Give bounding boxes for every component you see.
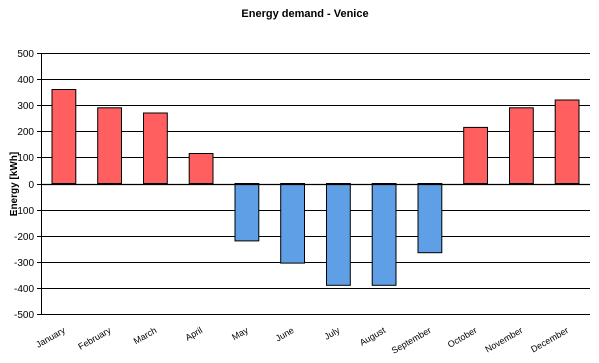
bar-february [97, 107, 122, 184]
category-label: August [358, 325, 388, 348]
category-label: November [483, 325, 524, 354]
y-axis-ticks: 500 400 300 200 100 0 -100 -200 -300 -400 -500 [14, 49, 41, 321]
category-label: September [390, 325, 433, 356]
bar-march [143, 112, 168, 184]
y-tick-label: 0 [28, 180, 34, 191]
y-tick-label: -300 [14, 258, 34, 269]
y-tick-label: 400 [17, 75, 34, 86]
category-label: April [184, 325, 205, 343]
y-tick-label: 500 [17, 49, 34, 60]
bar-july [326, 183, 351, 286]
category-label: February [76, 325, 113, 352]
bar-november [509, 107, 534, 184]
bar-may [234, 183, 260, 242]
y-tick-label: -100 [14, 206, 34, 217]
bar-january [51, 89, 77, 184]
x-axis-categories: January February March April May June July Augu… [34, 325, 570, 356]
category-label: July [323, 325, 342, 342]
bar-april [188, 153, 214, 184]
category-label: January [34, 325, 67, 350]
y-tick-label: 100 [17, 153, 34, 164]
y-tick-label: 300 [17, 101, 34, 112]
chart-title: Energy demand - Venice [241, 8, 368, 20]
axes [41, 53, 590, 315]
bar-august [371, 183, 397, 286]
bar-december [554, 99, 580, 184]
y-tick-label: -400 [14, 284, 34, 295]
y-tick-label: -200 [14, 232, 34, 243]
bars [51, 89, 580, 286]
category-label: June [274, 325, 296, 343]
bar-october [463, 126, 489, 184]
category-label: May [230, 325, 250, 342]
y-tick-label: 200 [17, 127, 34, 138]
bar-june [280, 183, 306, 264]
y-tick-label: -500 [14, 310, 34, 321]
category-label: October [446, 325, 479, 350]
bar-september [417, 183, 443, 254]
category-label: March [132, 325, 159, 346]
y-axis-label: Energy [kWh] [9, 152, 20, 216]
category-label: December [529, 325, 570, 354]
